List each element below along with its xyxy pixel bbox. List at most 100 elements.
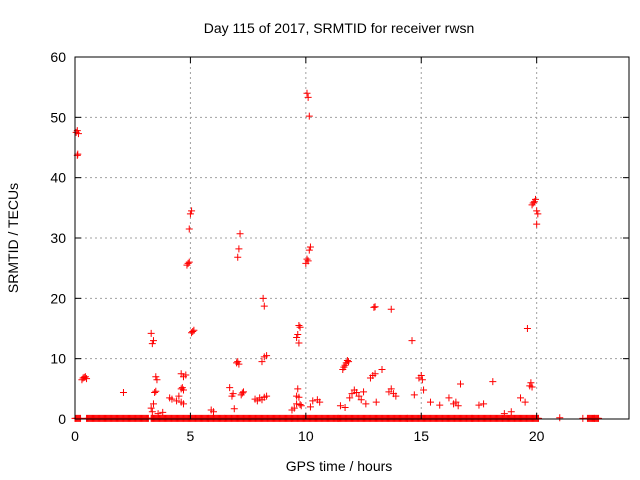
data-point — [186, 210, 194, 218]
data-point — [296, 323, 304, 331]
data-point — [532, 195, 540, 203]
data-point — [340, 363, 348, 371]
data-point — [235, 245, 243, 253]
data-point — [387, 385, 395, 393]
data-point — [294, 385, 302, 393]
data-point — [226, 384, 234, 392]
data-point — [528, 383, 536, 391]
data-point — [336, 402, 344, 410]
data-point — [182, 371, 190, 379]
data-point — [556, 414, 564, 422]
y-tick-label: 0 — [58, 411, 66, 427]
y-tick-label: 20 — [50, 290, 66, 306]
data-point — [410, 391, 418, 399]
data-point — [159, 408, 167, 416]
data-point — [235, 360, 243, 368]
grid-lines — [75, 57, 629, 419]
x-axis-label: GPS time / hours — [286, 458, 393, 474]
y-tick-label: 50 — [50, 109, 66, 125]
data-point — [83, 375, 91, 383]
data-point — [527, 379, 535, 387]
data-point — [387, 305, 395, 313]
data-point — [152, 387, 160, 395]
data-point — [81, 373, 89, 381]
data-point — [229, 390, 237, 398]
data-point — [500, 410, 508, 418]
data-point — [362, 400, 370, 408]
data-point — [297, 402, 305, 410]
data-point — [306, 243, 314, 251]
data-point — [579, 414, 587, 422]
data-point — [534, 210, 542, 218]
data-point — [258, 358, 266, 366]
data-point — [238, 389, 246, 397]
data-point — [304, 93, 312, 101]
data-point — [175, 392, 183, 400]
data-point — [147, 404, 155, 412]
data-point — [263, 352, 271, 360]
baseline-point — [77, 414, 85, 422]
data-point — [293, 400, 301, 408]
chart-title: Day 115 of 2017, SRMTID for receiver rws… — [204, 20, 475, 36]
data-point — [343, 356, 351, 364]
data-point — [305, 246, 313, 254]
data-point — [523, 325, 531, 332]
data-point — [309, 397, 317, 405]
data-point — [173, 397, 181, 405]
axis-ticks: 0 5 10 15 20 0 10 20 30 40 50 60 — [50, 49, 629, 444]
data-point — [590, 414, 598, 422]
data-point — [240, 388, 248, 396]
data-point — [152, 373, 160, 381]
data-point — [517, 394, 525, 402]
data-point — [74, 130, 82, 138]
data-point — [452, 398, 460, 406]
data-point — [303, 255, 311, 263]
data-point — [148, 340, 156, 348]
data-point — [185, 225, 193, 233]
data-point — [303, 89, 311, 97]
data-point — [355, 392, 363, 400]
data-point — [408, 337, 416, 345]
data-point — [480, 400, 488, 408]
data-point — [306, 403, 314, 411]
data-point — [420, 386, 428, 394]
data-point — [260, 302, 268, 310]
data-point — [346, 394, 354, 402]
data-point — [426, 398, 434, 406]
x-tick-label: 10 — [298, 428, 314, 444]
x-tick-label: 15 — [413, 428, 429, 444]
data-point — [533, 207, 541, 215]
data-point — [371, 303, 379, 311]
data-point — [263, 392, 271, 400]
data-point — [370, 303, 378, 311]
data-point — [372, 398, 380, 406]
data-point — [230, 405, 238, 413]
data-point — [168, 395, 176, 403]
data-point — [345, 358, 353, 366]
data-point — [190, 326, 198, 334]
data-point — [294, 331, 302, 339]
data-point — [189, 328, 197, 336]
data-point — [341, 404, 349, 412]
data-point — [149, 400, 157, 408]
data-point — [371, 370, 379, 378]
data-point — [353, 388, 361, 396]
data-point — [119, 388, 127, 396]
data-point — [210, 408, 217, 416]
data-point — [436, 401, 444, 409]
data-point — [188, 207, 196, 215]
data-point — [154, 410, 162, 418]
data-point — [529, 199, 537, 207]
data-point — [348, 390, 356, 398]
data-point — [179, 400, 187, 408]
data-point — [184, 259, 192, 267]
y-tick-label: 30 — [50, 230, 66, 246]
y-tick-label: 40 — [50, 170, 66, 186]
y-tick-label: 60 — [50, 49, 66, 65]
data-point — [418, 376, 426, 384]
data-point — [445, 394, 453, 402]
data-point — [456, 380, 464, 388]
x-tick-label: 0 — [71, 428, 79, 444]
data-point — [533, 220, 541, 228]
